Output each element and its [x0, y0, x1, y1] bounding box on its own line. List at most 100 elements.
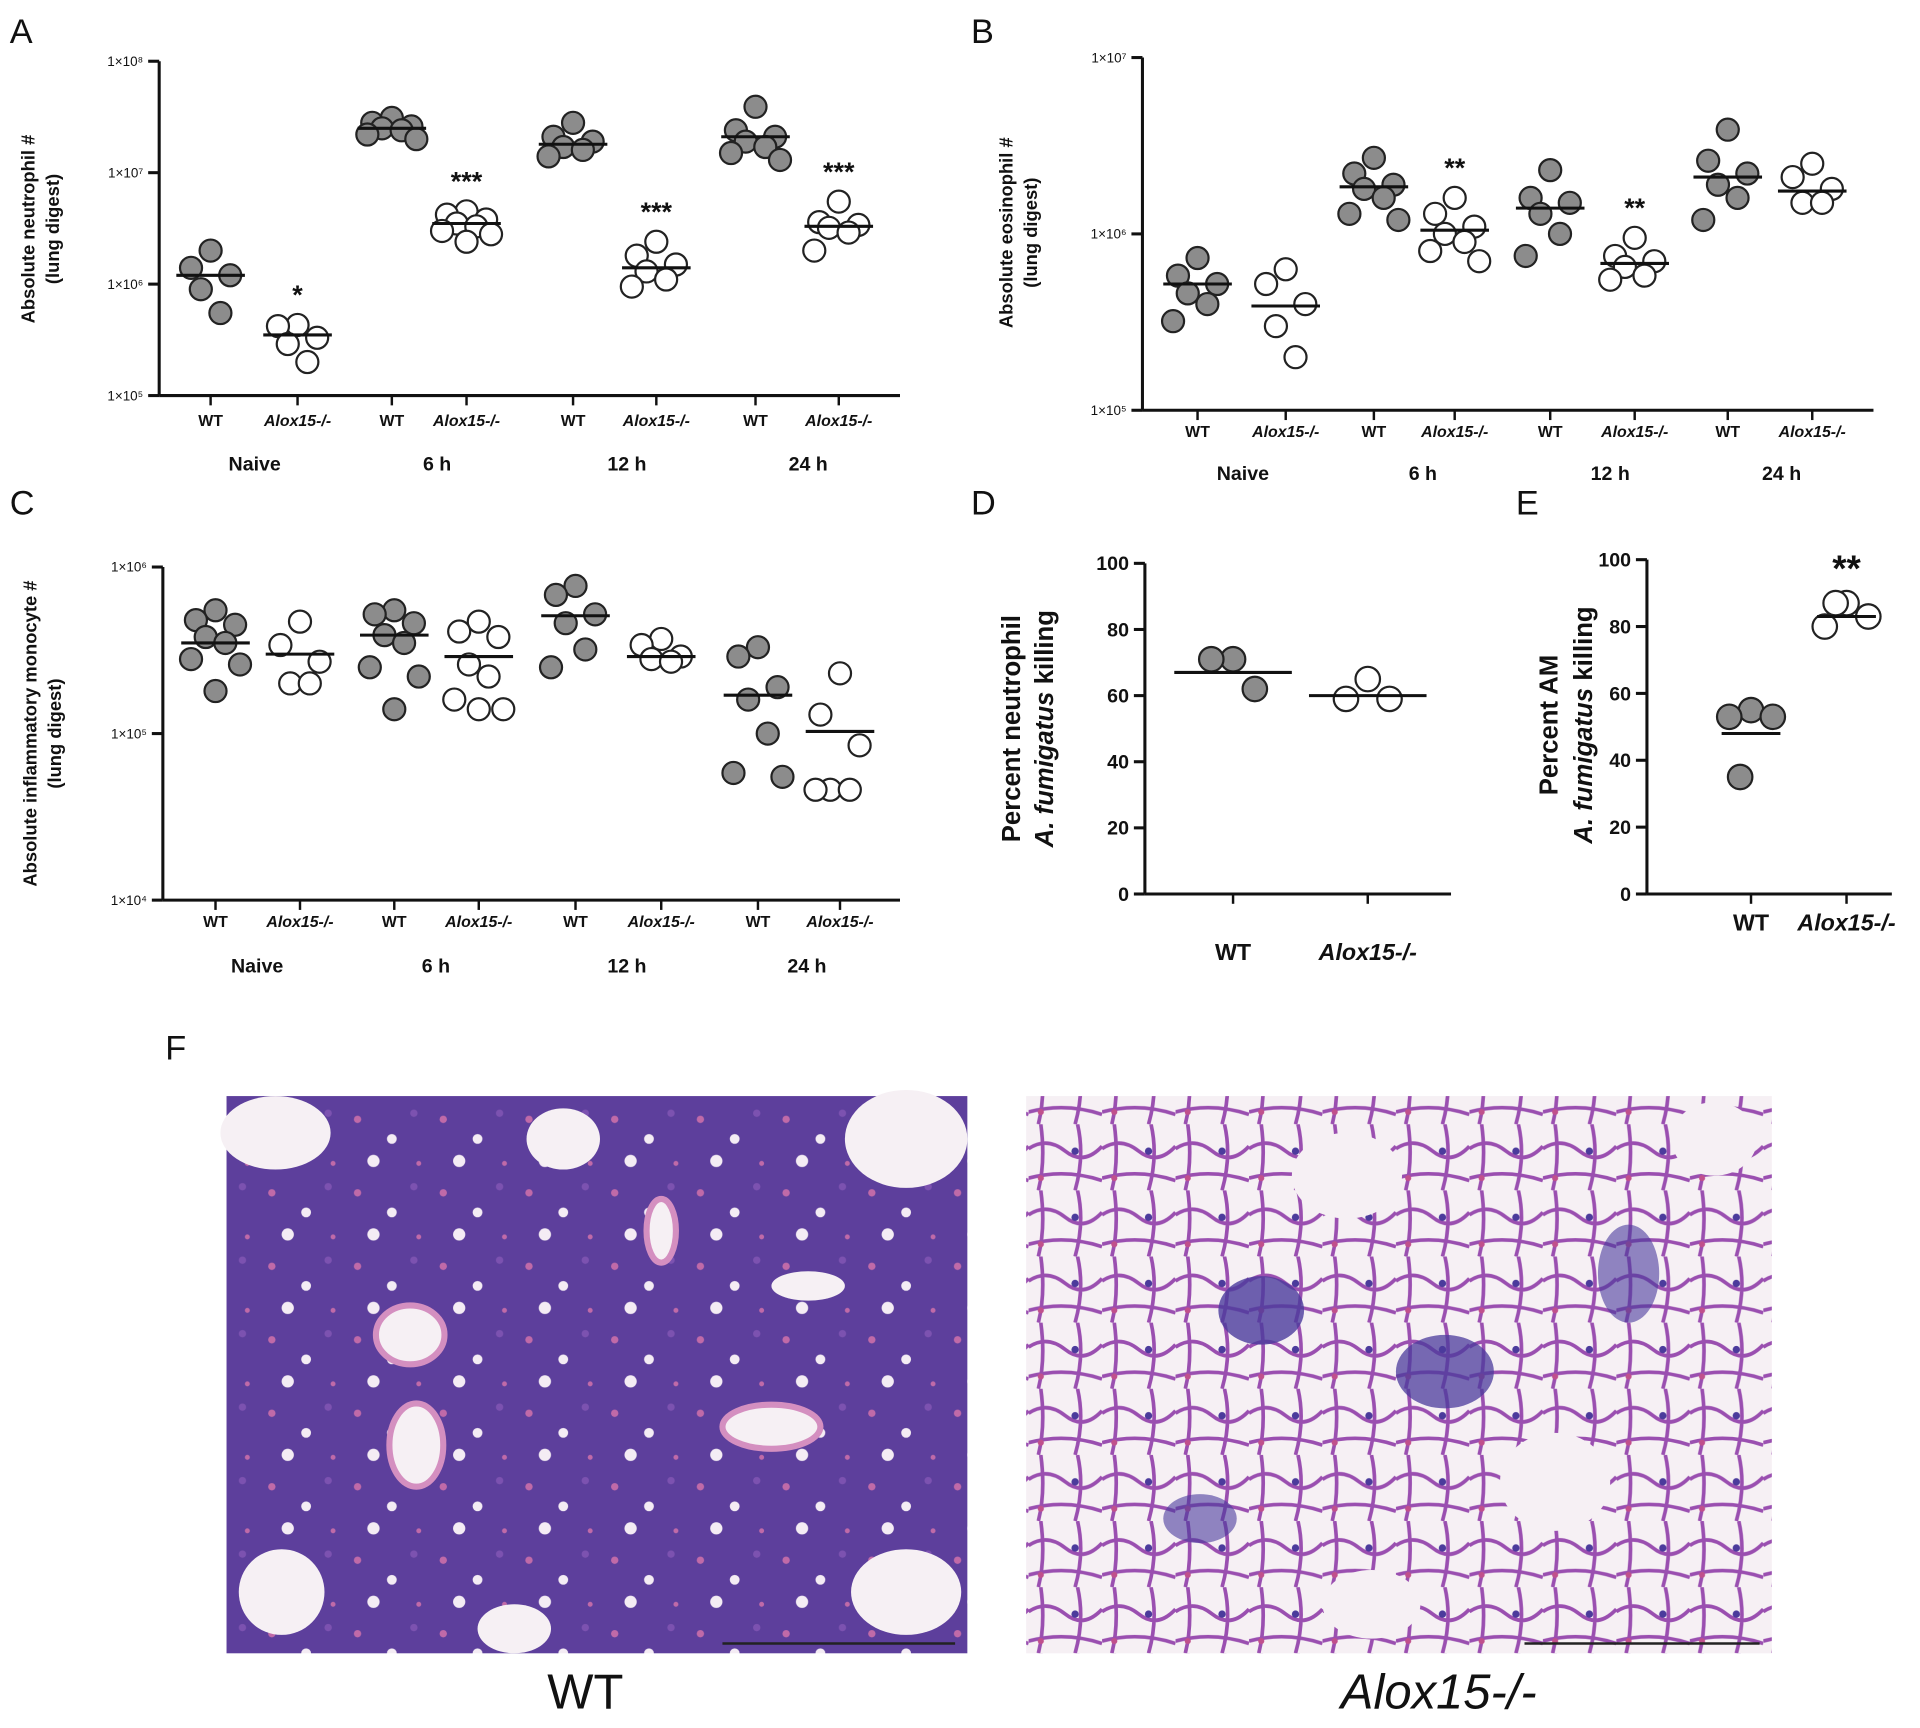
data-point [456, 652, 482, 677]
x-tick-label: WT [1538, 424, 1563, 441]
data-point [287, 609, 313, 634]
data-point [1547, 221, 1573, 247]
data-point [1283, 345, 1308, 370]
x-tick-label: WT [561, 413, 586, 430]
group-label: 24 h [1762, 463, 1801, 485]
group-label: Naive [229, 453, 281, 475]
y-axis-label-italic: A. fumigatus [1031, 692, 1059, 849]
y-tick-label: 1×10⁶ [107, 277, 143, 292]
panel-label: B [971, 13, 994, 51]
data-point [721, 760, 746, 786]
data-point [808, 702, 833, 727]
data-point [391, 630, 417, 656]
group-label: 12 h [607, 955, 646, 977]
data-point [1371, 185, 1396, 211]
data-point [1622, 225, 1647, 250]
data-point [1175, 281, 1200, 306]
data-point [1598, 267, 1623, 292]
data-point [307, 649, 332, 674]
group-label: 6 h [422, 955, 450, 977]
data-point [755, 721, 780, 746]
data-point [1809, 190, 1835, 215]
data-point [563, 573, 588, 599]
y-tick-label: 80 [1609, 616, 1631, 638]
image-caption: Alox15-/- [1338, 1665, 1537, 1719]
x-tick-label: Alox15-/- [432, 413, 500, 430]
data-point [619, 274, 644, 299]
data-point [1354, 665, 1382, 693]
y-axis-label: A. fumigatus killing [1570, 606, 1598, 844]
data-point [1467, 249, 1492, 274]
data-point [404, 127, 429, 152]
x-tick-label: Alox15-/- [1778, 424, 1846, 441]
data-point [538, 655, 564, 680]
significance: *** [823, 157, 855, 187]
y-tick-label: 0 [1620, 884, 1631, 906]
group-label: Naive [1217, 463, 1269, 485]
x-tick-label: WT [743, 413, 768, 430]
x-tick-label: WT [1185, 424, 1210, 441]
data-point [803, 777, 828, 802]
data-point [401, 611, 426, 636]
data-point [466, 697, 491, 722]
x-tick-label: Alox15-/- [1600, 424, 1668, 441]
group-label: 6 h [423, 453, 451, 475]
histology-alox15 [1026, 1096, 1772, 1654]
y-tick-label: 20 [1609, 817, 1631, 839]
group-label: Naive [231, 955, 283, 977]
y-tick-label: 100 [1096, 553, 1129, 575]
data-point [198, 238, 223, 263]
data-point [208, 300, 233, 326]
data-point [1337, 201, 1362, 226]
data-point [644, 229, 669, 254]
data-point [297, 671, 322, 696]
x-tick-label: Alox15-/- [1251, 424, 1319, 441]
x-tick-label: WT [563, 914, 588, 931]
x-tick-label: Alox15-/- [263, 413, 331, 430]
y-tick-label: 1×10⁵ [111, 726, 147, 741]
panel-label: A [10, 13, 33, 51]
y-tick-label: 60 [1609, 683, 1631, 705]
data-point [1386, 207, 1411, 233]
data-point [736, 687, 761, 712]
data-point [1376, 685, 1403, 713]
data-point [227, 652, 253, 677]
data-point [1715, 703, 1743, 731]
data-point [275, 331, 300, 357]
y-axis-label: (lung digest) [42, 174, 63, 284]
y-tick-label: 80 [1107, 619, 1129, 641]
data-point [847, 733, 872, 758]
data-point [203, 678, 228, 704]
data-point [1780, 164, 1805, 190]
x-tick-label: WT [203, 914, 228, 931]
data-point [1195, 291, 1220, 317]
data-point [1725, 185, 1750, 211]
data-point [1241, 675, 1269, 703]
data-point [362, 602, 387, 627]
data-point [1185, 245, 1210, 271]
panel-label: E [1516, 484, 1539, 522]
y-axis-label: Absolute eosinophil # [996, 137, 1017, 328]
image-caption: WT [547, 1665, 623, 1719]
x-tick-label: Alox15-/- [1420, 424, 1488, 441]
data-point [553, 611, 578, 636]
x-tick-label: WT [1715, 424, 1740, 441]
y-axis-label: Percent AM [1536, 655, 1564, 795]
x-tick-label: WT [1362, 424, 1387, 441]
data-point [767, 147, 793, 173]
y-tick-label: 1×10⁷ [108, 165, 143, 180]
data-point [573, 637, 598, 662]
x-tick-label: Alox15-/- [622, 413, 690, 430]
data-point [486, 624, 511, 650]
data-point [570, 137, 595, 163]
y-tick-label: 1×10⁷ [1091, 50, 1126, 65]
significance: * [292, 280, 303, 310]
data-point [178, 646, 204, 672]
y-tick-label: 20 [1107, 818, 1129, 840]
data-point [466, 609, 491, 634]
significance: ** [1624, 193, 1645, 223]
x-tick-label: WT [382, 914, 407, 931]
data-point [826, 189, 851, 214]
panel-label: F [165, 1029, 186, 1067]
